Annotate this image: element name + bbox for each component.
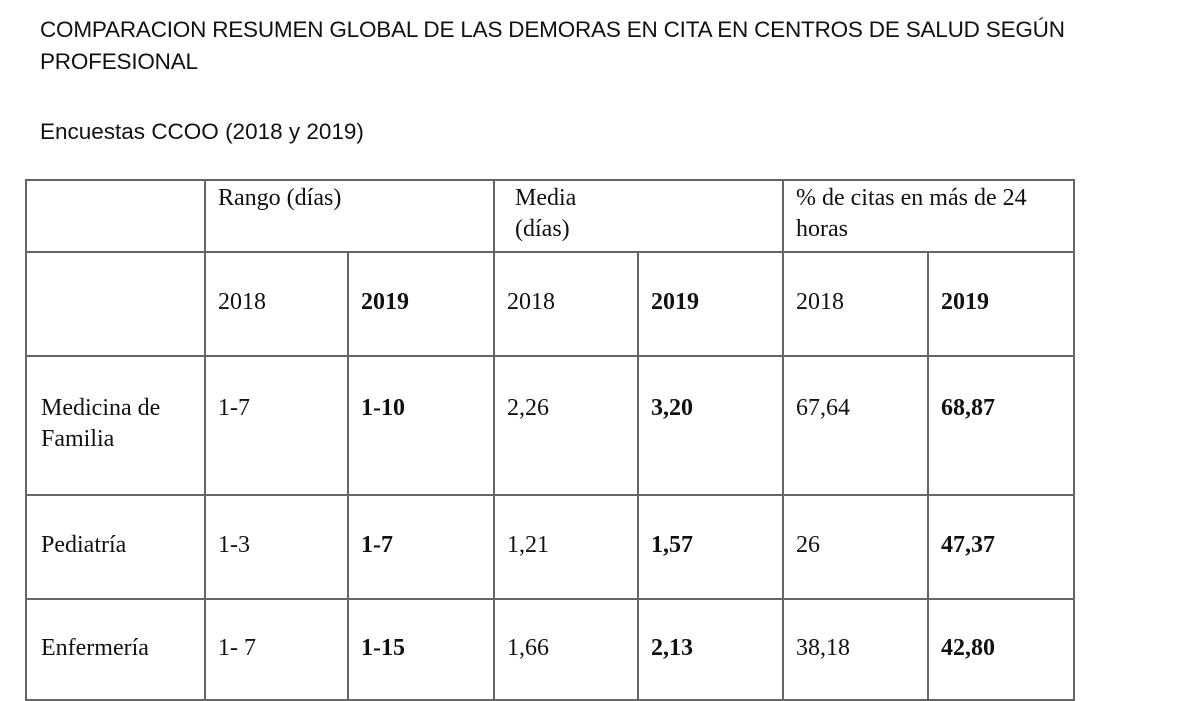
table-cell: 1,66 xyxy=(493,598,639,701)
year-header: 2019 xyxy=(347,251,495,357)
header-porcentaje: % de citas en más de 24 horas xyxy=(782,179,1075,253)
year-header-row: 2018 2019 2018 2019 2018 2019 xyxy=(25,251,1075,357)
table-row: Medicina de Familia 1-7 1-10 2,26 3,20 6… xyxy=(25,355,1075,496)
table-cell: 26 xyxy=(782,494,929,600)
table-cell: 1,57 xyxy=(637,494,784,600)
row-label: Medicina de Familia xyxy=(25,355,206,496)
empty-header-cell xyxy=(25,251,206,357)
empty-header-cell xyxy=(25,179,206,253)
header-rango: Rango (días) xyxy=(204,179,495,253)
table-cell: 2,13 xyxy=(637,598,784,701)
header-media: Media (días) xyxy=(493,179,784,253)
table-cell: 1,21 xyxy=(493,494,639,600)
table-cell: 1- 7 xyxy=(204,598,349,701)
row-label: Enfermería xyxy=(25,598,206,701)
table-row: Enfermería 1- 7 1-15 1,66 2,13 38,18 42,… xyxy=(25,598,1075,701)
year-header: 2018 xyxy=(782,251,929,357)
document-subtitle: Encuestas CCOO (2018 y 2019) xyxy=(40,119,364,144)
table-cell: 3,20 xyxy=(637,355,784,496)
table-cell: 2,26 xyxy=(493,355,639,496)
table-cell: 67,64 xyxy=(782,355,929,496)
table-cell: 38,18 xyxy=(782,598,929,701)
document-title: COMPARACION RESUMEN GLOBAL DE LAS DEMORA… xyxy=(40,17,1065,74)
delay-comparison-table: Rango (días) Media (días) % de citas en … xyxy=(25,179,1075,701)
table-row: Pediatría 1-3 1-7 1,21 1,57 26 47,37 xyxy=(25,494,1075,600)
year-header: 2019 xyxy=(927,251,1075,357)
table-cell: 1-7 xyxy=(204,355,349,496)
row-label: Pediatría xyxy=(25,494,206,600)
table-cell: 1-10 xyxy=(347,355,495,496)
table-cell: 68,87 xyxy=(927,355,1075,496)
table-cell: 42,80 xyxy=(927,598,1075,701)
year-header: 2019 xyxy=(637,251,784,357)
year-header: 2018 xyxy=(493,251,639,357)
table-cell: 1-15 xyxy=(347,598,495,701)
group-header-row: Rango (días) Media (días) % de citas en … xyxy=(25,179,1075,253)
table-cell: 1-3 xyxy=(204,494,349,600)
table-cell: 47,37 xyxy=(927,494,1075,600)
table-cell: 1-7 xyxy=(347,494,495,600)
year-header: 2018 xyxy=(204,251,349,357)
